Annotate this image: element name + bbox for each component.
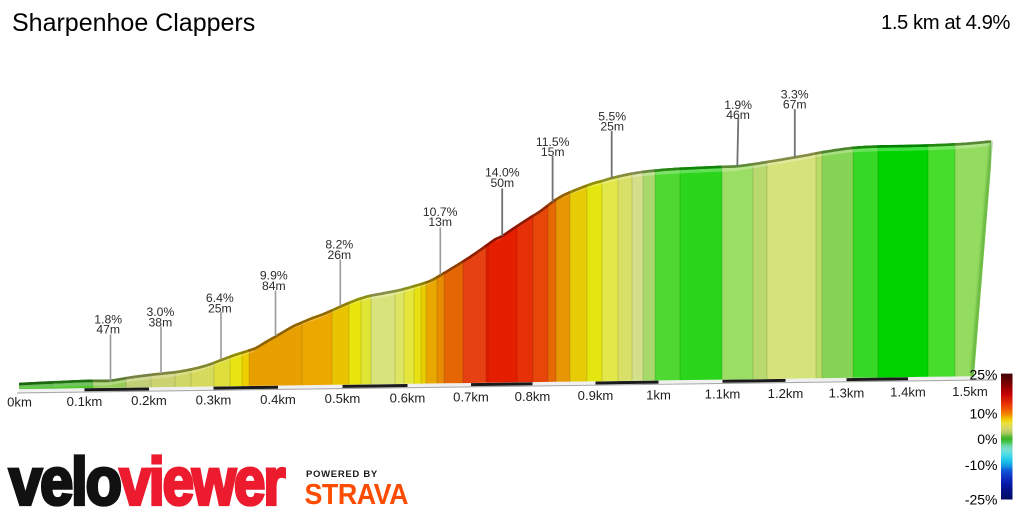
svg-text:POWERED BY: POWERED BY <box>306 469 378 480</box>
svg-text:9.9%: 9.9% <box>260 269 288 283</box>
svg-text:25m: 25m <box>208 301 232 315</box>
svg-text:1.5 km at 4.9%: 1.5 km at 4.9% <box>881 12 1010 34</box>
svg-text:1.3km: 1.3km <box>829 385 865 400</box>
svg-text:46m: 46m <box>726 108 750 122</box>
svg-text:84m: 84m <box>262 279 286 293</box>
svg-text:0km: 0km <box>7 395 32 410</box>
svg-text:1km: 1km <box>646 388 671 403</box>
svg-text:10.7%: 10.7% <box>423 205 458 219</box>
svg-text:1.8%: 1.8% <box>94 312 122 326</box>
svg-text:11.5%: 11.5% <box>536 135 570 149</box>
svg-text:0.6km: 0.6km <box>390 390 426 405</box>
svg-text:Sharpenhoe Clappers: Sharpenhoe Clappers <box>12 9 255 37</box>
svg-text:0%: 0% <box>977 431 997 447</box>
svg-text:1.1km: 1.1km <box>705 387 741 402</box>
svg-text:26m: 26m <box>327 248 351 262</box>
svg-text:0.4km: 0.4km <box>260 392 296 407</box>
svg-text:38m: 38m <box>149 315 173 329</box>
svg-text:3.3%: 3.3% <box>781 87 809 101</box>
svg-text:47m: 47m <box>96 323 120 337</box>
svg-text:0.8km: 0.8km <box>515 389 551 404</box>
svg-text:5.5%: 5.5% <box>598 109 626 123</box>
svg-text:14.0%: 14.0% <box>485 166 520 180</box>
svg-text:0.5km: 0.5km <box>325 391 361 406</box>
svg-text:67m: 67m <box>783 98 807 112</box>
svg-text:0.9km: 0.9km <box>578 388 614 403</box>
svg-text:velo: velo <box>9 445 121 512</box>
svg-text:8.2%: 8.2% <box>325 238 353 252</box>
svg-text:6.4%: 6.4% <box>206 291 234 305</box>
svg-text:-25%: -25% <box>965 491 998 507</box>
svg-text:50m: 50m <box>490 176 514 190</box>
svg-text:25%: 25% <box>969 366 997 382</box>
svg-text:0.3km: 0.3km <box>196 393 232 408</box>
svg-text:3.0%: 3.0% <box>147 305 175 319</box>
svg-text:1.5km: 1.5km <box>952 384 988 399</box>
svg-text:13m: 13m <box>428 215 452 229</box>
svg-text:-10%: -10% <box>965 457 998 473</box>
svg-text:0.1km: 0.1km <box>67 394 103 409</box>
svg-text:viewer: viewer <box>120 445 285 512</box>
svg-text:25m: 25m <box>600 120 624 134</box>
svg-text:10%: 10% <box>969 405 997 421</box>
svg-text:STRAVA: STRAVA <box>305 479 409 511</box>
svg-text:0.7km: 0.7km <box>453 390 489 405</box>
svg-text:1.9%: 1.9% <box>724 98 752 112</box>
svg-text:15m: 15m <box>541 145 565 159</box>
svg-text:0.2km: 0.2km <box>131 393 167 408</box>
svg-text:1.4km: 1.4km <box>890 385 926 400</box>
svg-text:1.2km: 1.2km <box>768 386 804 401</box>
